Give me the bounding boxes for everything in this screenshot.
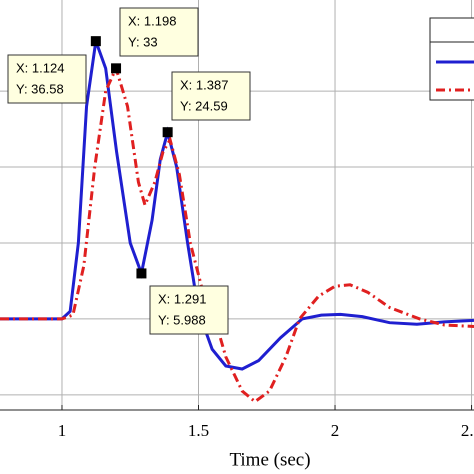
data-tip-marker (111, 63, 122, 74)
legend-box (429, 17, 474, 101)
data-tip: X: 1.124 Y: 36.58 (7, 36, 101, 104)
data-tip-box (149, 285, 229, 335)
series-line (0, 40, 474, 371)
data-tip-marker (90, 36, 101, 47)
series-line (0, 64, 474, 404)
legend (429, 17, 474, 101)
data-tip-box (171, 71, 251, 121)
data-tip-text: X: 1.124 (16, 60, 64, 75)
data-tip-text: Y: 24.59 (180, 98, 228, 113)
data-tip-marker (136, 268, 147, 279)
data-tip: X: 1.387 Y: 24.59 (162, 71, 251, 138)
data-tip: X: 1.291 Y: 5.988 (136, 268, 229, 335)
data-tip-text: X: 1.291 (158, 291, 206, 306)
data-tip-text: Y: 5.988 (158, 312, 206, 327)
x-tick-label: 1.5 (188, 421, 209, 440)
x-tick-label: 2.5 (461, 421, 474, 440)
data-tip: X: 1.198 Y: 33 (111, 7, 199, 74)
x-axis-label: Time (sec) (229, 449, 310, 470)
data-tip-text: Y: 36.58 (16, 81, 64, 96)
data-tip-box (119, 7, 199, 57)
data-tip-text: X: 1.387 (180, 77, 228, 92)
x-tick-label: 2 (331, 421, 340, 440)
data-tip-text: Y: 33 (128, 34, 158, 49)
x-tick-label: 1 (58, 421, 67, 440)
data-tip-text: X: 1.198 (128, 13, 176, 28)
data-tip-box (7, 54, 87, 104)
data-tip-marker (162, 127, 173, 138)
